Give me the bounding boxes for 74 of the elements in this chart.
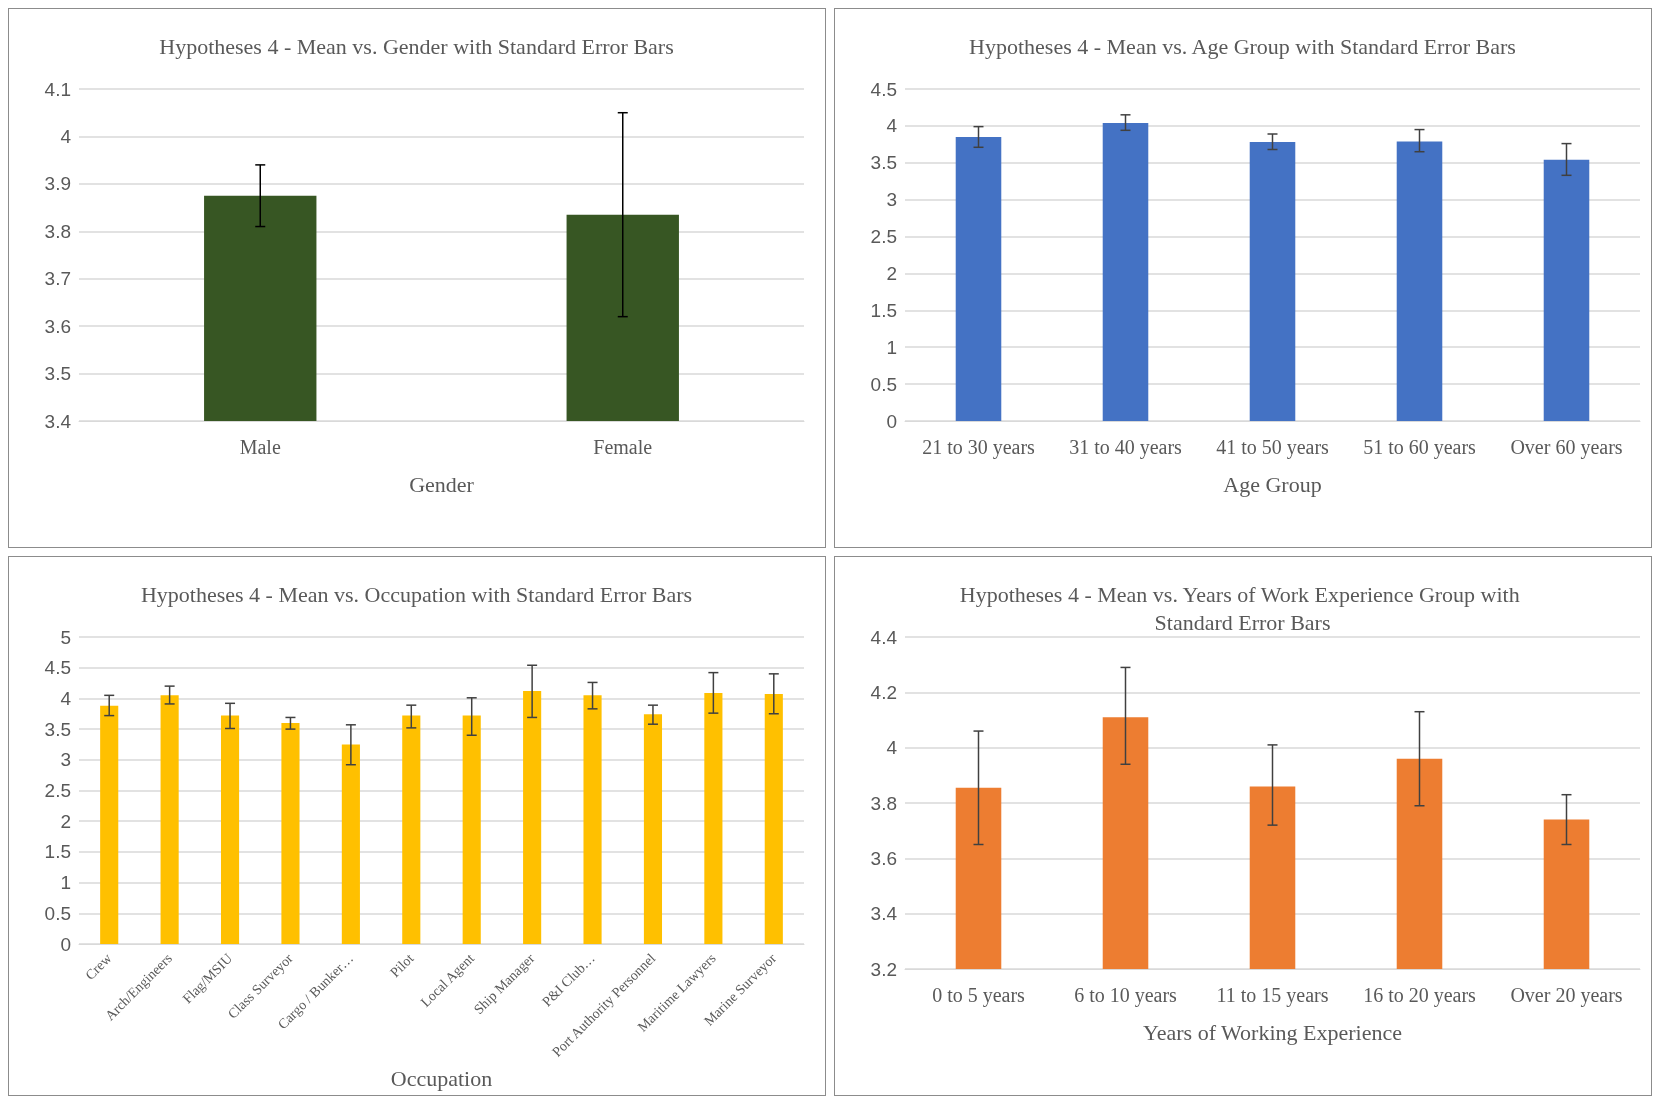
y-tick-label: 0.5 [44,902,71,924]
bar [583,695,602,945]
y-tick-label: 5 [60,626,71,648]
y-tick-label: 3.7 [44,268,71,290]
x-tick-label: 16 to 20 years [1363,984,1477,1007]
y-tick-label: 3.8 [870,792,897,814]
x-axis-title: Age Group [1223,471,1322,497]
y-tick-label: 2.5 [870,226,897,248]
y-tick-label: 3.6 [870,847,897,869]
y-tick-label: 4 [886,737,898,759]
x-tick-label: 31 to 40 years [1069,436,1183,459]
y-tick-label: 4 [60,125,72,147]
y-tick-label: 3 [886,189,897,211]
y-tick-label: 1.5 [870,299,897,321]
chart-title: Hypotheses 4 - Mean vs. Age Group with Standard Error Bars [969,33,1516,59]
y-tick-label: 0 [886,410,897,432]
bar [704,692,723,945]
x-tick-label: 21 to 30 years [922,436,1036,459]
y-tick-label: 2 [60,810,71,832]
y-tick-label: 1.5 [44,841,71,863]
bar [1396,141,1443,421]
y-tick-label: 0 [60,933,71,955]
chart-title: Hypotheses 4 - Mean vs. Years of Work Experience Group with Standard Error Bars [959,581,1526,635]
x-axis-title: Gender [409,471,475,497]
y-tick-label: 3.5 [870,152,897,174]
y-tick-label: 3.4 [44,410,72,432]
bar [160,695,179,945]
y-tick-label: 2 [886,262,897,284]
chart-title: Hypotheses 4 - Mean vs. Occupation with Standard Error Bars [140,581,693,607]
x-tick-label: 11 to 15 years [1216,984,1329,1007]
y-tick-label: 4.5 [44,657,71,679]
bar [100,705,119,945]
x-axis-title: Occupation [390,1065,493,1091]
x-tick-label: Pilot [387,950,417,981]
x-tick-label: 0 to 5 years [932,984,1026,1007]
x-tick-label: Female [593,436,653,458]
x-tick-label: Male [239,436,281,458]
y-tick-label: 3.5 [44,718,71,740]
y-tick-label: 4.4 [870,626,898,648]
bar [1543,159,1590,421]
y-tick-label: 3.6 [44,315,71,337]
y-tick-label: 4 [60,687,72,709]
y-tick-label: 4 [886,115,898,137]
x-tick-label: 6 to 10 years [1074,984,1178,1007]
bar [523,691,542,945]
x-tick-label: Over 60 years [1510,436,1623,459]
y-tick-label: 4.5 [870,78,897,100]
y-tick-label: 2.5 [44,780,71,802]
y-tick-label: 3.5 [44,363,71,385]
bar [281,722,300,945]
y-tick-label: 3 [60,749,71,771]
bar [764,694,783,945]
x-tick-label: 41 to 50 years [1216,436,1330,459]
x-axis-title: Years of Working Experience [1143,1019,1402,1045]
bar [220,715,240,945]
y-tick-label: 4.2 [870,681,897,703]
y-tick-label: 3.8 [44,220,71,242]
y-tick-label: 4.1 [44,78,71,100]
bar [341,744,360,945]
y-tick-label: 1 [886,336,897,358]
bar [462,715,481,945]
y-tick-label: 3.9 [44,173,71,195]
x-tick-label: Over 20 years [1510,984,1623,1007]
y-tick-label: 0.5 [870,373,897,395]
bar [955,136,1002,421]
chart-title: Hypotheses 4 - Mean vs. Gender with Standard Error Bars [159,33,674,59]
bar [1102,122,1149,421]
y-tick-label: 3.4 [870,903,898,925]
bar [402,715,421,945]
x-tick-label: 51 to 60 years [1363,436,1477,459]
bar [1249,142,1296,421]
y-tick-label: 1 [60,872,71,894]
y-tick-label: 3.2 [870,958,897,980]
bar [643,714,663,945]
